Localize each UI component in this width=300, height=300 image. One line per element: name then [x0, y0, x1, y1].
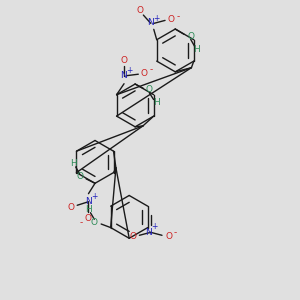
Text: N: N	[120, 71, 127, 80]
Text: O: O	[129, 232, 137, 241]
Text: O: O	[141, 69, 148, 78]
Text: +: +	[126, 66, 133, 75]
Text: O: O	[91, 218, 98, 227]
Text: +: +	[151, 223, 158, 232]
Text: -: -	[80, 219, 83, 228]
Text: H: H	[70, 160, 77, 169]
Text: O: O	[85, 214, 92, 223]
Text: N: N	[147, 18, 154, 27]
Text: -: -	[173, 228, 177, 237]
Text: N: N	[85, 197, 92, 206]
Text: O: O	[121, 56, 128, 65]
Text: H: H	[153, 98, 160, 107]
Text: +: +	[153, 14, 159, 22]
Text: O: O	[146, 85, 153, 94]
Text: O: O	[137, 6, 144, 15]
Text: O: O	[67, 202, 74, 211]
Text: O: O	[187, 32, 194, 41]
Text: H: H	[193, 45, 200, 54]
Text: -: -	[176, 12, 180, 21]
Text: H: H	[85, 205, 92, 214]
Text: -: -	[149, 65, 152, 74]
Text: O: O	[167, 15, 175, 24]
Text: O: O	[76, 172, 83, 181]
Text: +: +	[91, 192, 98, 201]
Text: N: N	[145, 228, 152, 237]
Text: O: O	[165, 232, 172, 241]
